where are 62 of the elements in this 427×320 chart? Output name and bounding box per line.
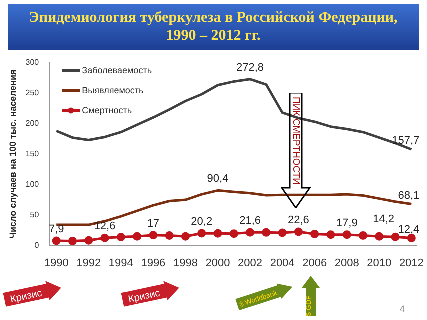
x-tick-label: 2008 bbox=[334, 257, 360, 270]
legend-label: Выявляемость bbox=[82, 85, 144, 96]
point bbox=[391, 232, 400, 242]
x-tick-label: 2006 bbox=[302, 257, 328, 270]
chart-title: Эпидемиология туберкулеза в Российской Федерации, 1990 – 2012 гг. bbox=[8, 4, 419, 50]
point bbox=[100, 234, 110, 242]
point bbox=[68, 236, 77, 246]
x-tick-label: 1990 bbox=[44, 257, 69, 270]
data-label: 12,6 bbox=[94, 220, 116, 233]
data-label: 12,4 bbox=[398, 224, 420, 236]
data-label: 272,8 bbox=[236, 62, 264, 74]
point bbox=[149, 231, 158, 240]
point bbox=[181, 232, 190, 241]
data-label: 20,2 bbox=[191, 216, 213, 228]
data-label: 157,7 bbox=[392, 135, 420, 148]
point bbox=[230, 230, 238, 238]
point bbox=[246, 228, 255, 237]
point bbox=[198, 229, 206, 238]
arrow: ПИК СМЕРТНОСТИ bbox=[281, 92, 311, 208]
point bbox=[84, 236, 94, 245]
x-tick-label: 2000 bbox=[206, 257, 230, 270]
x-tick-label: 2002 bbox=[238, 257, 263, 270]
annotation: ПИК СМЕРТНОСТИ bbox=[290, 96, 302, 185]
point bbox=[165, 231, 174, 240]
point bbox=[262, 228, 271, 237]
data-label: 17 bbox=[147, 218, 160, 230]
data-label: 68,1 bbox=[398, 190, 420, 202]
data-label: 7,9 bbox=[48, 224, 64, 236]
legend-label: Заболеваемость bbox=[82, 65, 152, 76]
point bbox=[52, 236, 61, 246]
y-axis-title: Число случаев на 100 тыс. населения bbox=[8, 70, 18, 239]
point bbox=[278, 228, 287, 238]
y-tick-label: 250 bbox=[26, 88, 40, 98]
data-label: 90,4 bbox=[207, 173, 229, 186]
y-tick-label: 0 bbox=[34, 241, 40, 250]
x-tick-label: 2004 bbox=[270, 257, 295, 270]
point bbox=[342, 230, 352, 240]
x-tick-label: 1998 bbox=[173, 257, 198, 270]
point bbox=[375, 232, 384, 241]
text: 4 bbox=[400, 304, 405, 314]
point bbox=[310, 230, 320, 238]
x-tick-label: 2010 bbox=[367, 257, 392, 270]
y-tick-label: 150 bbox=[26, 150, 40, 159]
point bbox=[116, 233, 126, 242]
data-label: 17,9 bbox=[336, 217, 358, 230]
point bbox=[359, 231, 368, 240]
data-label: 14,2 bbox=[373, 214, 395, 226]
point bbox=[294, 228, 303, 236]
y-tick-label: 200 bbox=[26, 119, 40, 128]
y-tick-label: 50 bbox=[30, 210, 40, 220]
point bbox=[214, 229, 222, 238]
y-tick-label: 300 bbox=[26, 58, 40, 68]
x-tick-label: 1996 bbox=[141, 257, 166, 270]
y-tick-label: 100 bbox=[26, 180, 40, 190]
x-tick-label: 1992 bbox=[76, 257, 102, 270]
legend-label: Смертность bbox=[82, 105, 132, 116]
point bbox=[133, 232, 142, 241]
data-label: 22,6 bbox=[288, 214, 310, 227]
point bbox=[326, 230, 336, 240]
x-tick-label: 1994 bbox=[108, 257, 134, 270]
x-tick-label: 2012 bbox=[399, 257, 424, 270]
data-label: 21,6 bbox=[240, 215, 261, 228]
